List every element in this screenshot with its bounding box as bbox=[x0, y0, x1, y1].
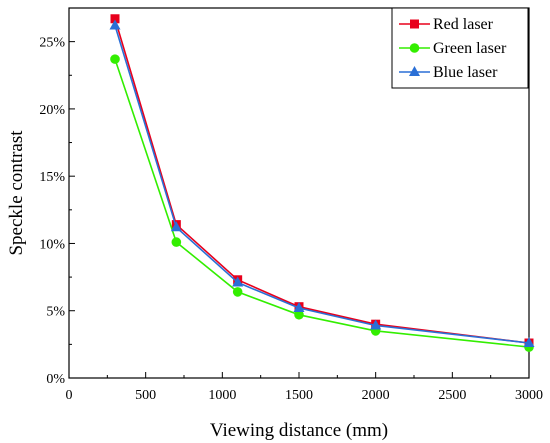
y-tick-label: 20% bbox=[39, 103, 65, 118]
x-tick-label: 0 bbox=[66, 388, 73, 403]
data-point bbox=[110, 54, 120, 64]
data-point bbox=[523, 337, 535, 348]
x-tick-label: 1500 bbox=[285, 388, 313, 403]
x-axis: 0 500 1000 1500 2000 2500 3000 bbox=[66, 372, 543, 403]
x-axis-label: Viewing distance (mm) bbox=[210, 420, 388, 441]
legend-label: Red laser bbox=[433, 16, 494, 33]
series-blue-laser bbox=[109, 19, 535, 348]
x-tick-label: 1000 bbox=[208, 388, 236, 403]
data-point bbox=[232, 276, 244, 287]
x-tick-label: 3000 bbox=[515, 388, 543, 403]
series-line bbox=[114, 58, 530, 348]
legend-marker bbox=[409, 66, 420, 76]
y-axis: 0% 5% 10% 15% 20% 25% bbox=[39, 7, 75, 387]
legend-item-green-laser: Green laser bbox=[399, 40, 507, 57]
x-tick-label: 2000 bbox=[362, 388, 390, 403]
data-point bbox=[110, 14, 120, 24]
y-tick-label: 15% bbox=[39, 170, 65, 185]
y-tick-label: 25% bbox=[39, 36, 65, 51]
legend-item-blue-laser: Blue laser bbox=[399, 64, 498, 81]
data-point bbox=[170, 221, 182, 232]
legend-item-red-laser: Red laser bbox=[399, 16, 494, 33]
data-point bbox=[171, 237, 182, 247]
data-point bbox=[109, 19, 121, 30]
legend-label: Blue laser bbox=[433, 64, 498, 81]
legend-marker bbox=[409, 43, 420, 53]
legend: Red laser Green laser Blue laser bbox=[391, 7, 529, 89]
series-line bbox=[114, 25, 530, 344]
data-point bbox=[293, 302, 305, 313]
y-tick-label: 5% bbox=[46, 305, 65, 320]
y-tick-label: 0% bbox=[46, 372, 65, 387]
y-axis-label: Speckle contrast bbox=[6, 130, 27, 256]
data-point bbox=[294, 309, 304, 320]
legend-marker bbox=[410, 19, 419, 29]
series-line bbox=[114, 18, 530, 344]
series-layer bbox=[109, 14, 535, 352]
legend-label: Green laser bbox=[433, 40, 507, 57]
data-point bbox=[370, 319, 382, 330]
data-point bbox=[232, 287, 243, 297]
series-green-laser bbox=[110, 54, 534, 352]
y-tick-label: 10% bbox=[39, 237, 65, 252]
x-tick-label: 500 bbox=[135, 388, 156, 403]
x-tick-label: 2500 bbox=[438, 388, 466, 403]
